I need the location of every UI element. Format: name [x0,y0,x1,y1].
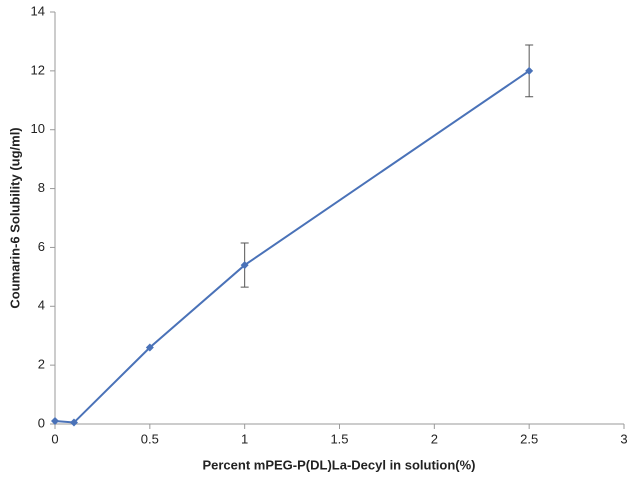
y-tick-label: 2 [38,357,45,372]
y-tick-label: 0 [38,415,45,430]
x-axis-label: Percent mPEG-P(DL)La-Decyl in solution(%… [202,457,475,472]
x-tick-label: 2.5 [520,431,538,446]
y-tick-label: 6 [38,239,45,254]
x-tick-label: 1 [241,431,248,446]
y-tick-label: 8 [38,180,45,195]
data-point [145,343,154,352]
x-tick-label: 0 [51,431,58,446]
x-tick-label: 1.5 [330,431,348,446]
x-tick-label: 0.5 [141,431,159,446]
y-tick-label: 12 [31,62,45,77]
x-tick-label: 2 [431,431,438,446]
data-line [54,70,530,424]
data-point [240,261,249,270]
data-point [525,66,534,75]
y-axis-label: Coumarin-6 Solubility (ug/ml) [7,127,22,308]
y-tick-label: 10 [31,121,45,136]
x-tick-label: 3 [620,431,627,446]
data-point [69,418,78,427]
y-tick-label: 4 [38,298,45,313]
y-tick-label: 14 [31,3,45,18]
data-point [51,417,59,426]
